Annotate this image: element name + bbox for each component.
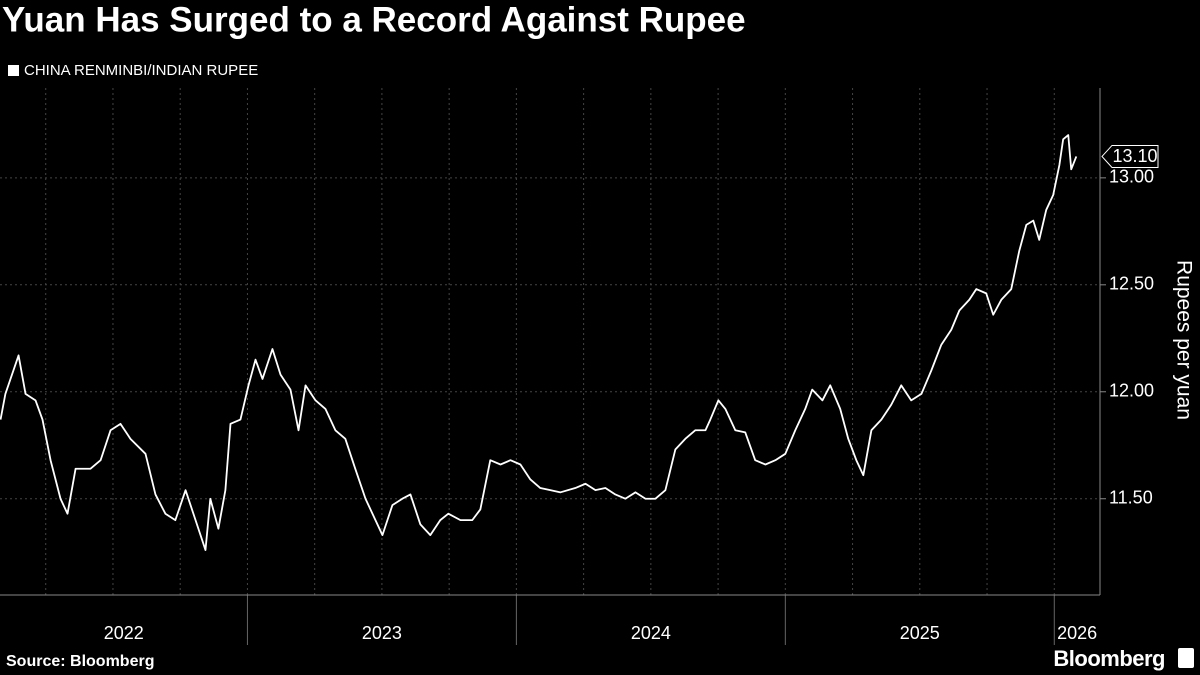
y-tick-label: 11.50 <box>1109 487 1153 507</box>
y-axis-title: Rupees per yuan <box>1172 260 1195 420</box>
brand-logo: Bloomberg <box>1053 646 1165 671</box>
legend-label: CHINA RENMINBI/INDIAN RUPEE <box>24 62 258 79</box>
x-tick-label: 2024 <box>631 623 671 643</box>
chart-title: Yuan Has Surged to a Record Against Rupe… <box>2 0 746 39</box>
y-tick-label: 13.00 <box>1109 167 1154 187</box>
source: Source: Bloomberg <box>6 653 154 670</box>
line-series <box>0 134 1078 551</box>
y-tick-label: 12.00 <box>1109 381 1154 401</box>
y-tick-label: 12.50 <box>1109 274 1154 294</box>
legend-swatch <box>8 65 19 76</box>
value-callout <box>1101 144 1159 168</box>
value-label: 13.10 <box>1112 146 1157 166</box>
x-tick-label: 2025 <box>900 623 940 643</box>
x-tick-label: 2022 <box>104 623 144 643</box>
x-tick-label: 2026 <box>1057 623 1097 643</box>
x-tick-label: 2023 <box>362 623 402 643</box>
brand-icon <box>1178 648 1194 668</box>
